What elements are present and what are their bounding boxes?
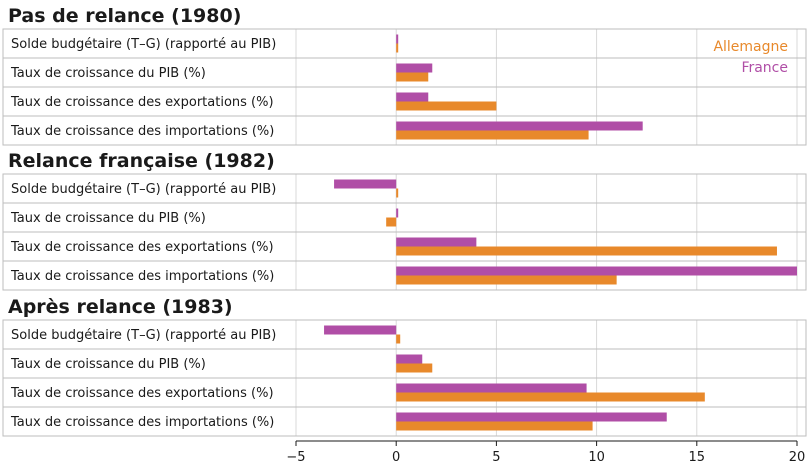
bar-france — [396, 92, 429, 102]
legend-entry: France — [741, 60, 788, 76]
bar-france — [334, 179, 397, 189]
row-label: Solde budgétaire (T–G) (rapporté au PIB) — [11, 182, 276, 197]
bar-allemagne — [396, 43, 399, 53]
bar-allemagne — [396, 188, 399, 198]
bar-allemagne — [386, 217, 397, 227]
x-tick-label: −5 — [286, 450, 305, 465]
row-label: Taux de croissance du PIB (%) — [10, 211, 206, 226]
labels: Pas de relance (1980) Solde budgétaire (T… — [8, 5, 276, 430]
bar-allemagne — [396, 72, 429, 82]
bar-france — [324, 325, 397, 335]
x-tick-label: 5 — [492, 450, 500, 465]
x-tick-label: 20 — [789, 450, 806, 465]
legend-entry: Allemagne — [713, 39, 788, 55]
row-label: Taux de croissance du PIB (%) — [10, 66, 206, 81]
row-label: Solde budgétaire (T–G) (rapporté au PIB) — [11, 328, 276, 343]
row-label: Taux de croissance des importations (%) — [10, 124, 274, 139]
bar-france — [396, 34, 399, 44]
row-label: Taux de croissance des exportations (%) — [10, 95, 274, 110]
row-label: Taux de croissance du PIB (%) — [10, 357, 206, 372]
bar-allemagne — [396, 101, 497, 111]
row-label: Taux de croissance des exportations (%) — [10, 386, 274, 401]
x-tick-label: 10 — [588, 450, 605, 465]
bar-france — [396, 266, 797, 276]
bar-allemagne — [396, 246, 777, 256]
bar-france — [396, 208, 399, 218]
bar-allemagne — [396, 363, 433, 373]
bar-france — [396, 63, 433, 73]
x-axis: −5 0 5 10 15 20 — [286, 440, 806, 465]
row-label: Solde budgétaire (T–G) (rapporté au PIB) — [11, 37, 276, 52]
bar-france — [396, 237, 477, 247]
legend: Allemagne France — [713, 39, 788, 76]
bar-france — [396, 354, 423, 364]
bar-france — [396, 412, 667, 422]
bar-france — [396, 121, 643, 131]
x-tick-label: 15 — [689, 450, 706, 465]
bar-allemagne — [396, 334, 401, 344]
bar-allemagne — [396, 275, 617, 285]
bar-allemagne — [396, 130, 589, 140]
row-label: Taux de croissance des importations (%) — [10, 415, 274, 430]
bar-allemagne — [396, 421, 593, 431]
section-title: Après relance (1983) — [8, 296, 233, 318]
section-title: Pas de relance (1980) — [8, 5, 241, 27]
row-label: Taux de croissance des exportations (%) — [10, 240, 274, 255]
bar-allemagne — [396, 392, 705, 402]
section-title: Relance française (1982) — [8, 150, 275, 172]
plot-frame — [2, 28, 807, 437]
bars — [324, 34, 797, 431]
x-tick-label: 0 — [392, 450, 400, 465]
row-label: Taux de croissance des importations (%) — [10, 269, 274, 284]
bar-france — [396, 383, 587, 393]
